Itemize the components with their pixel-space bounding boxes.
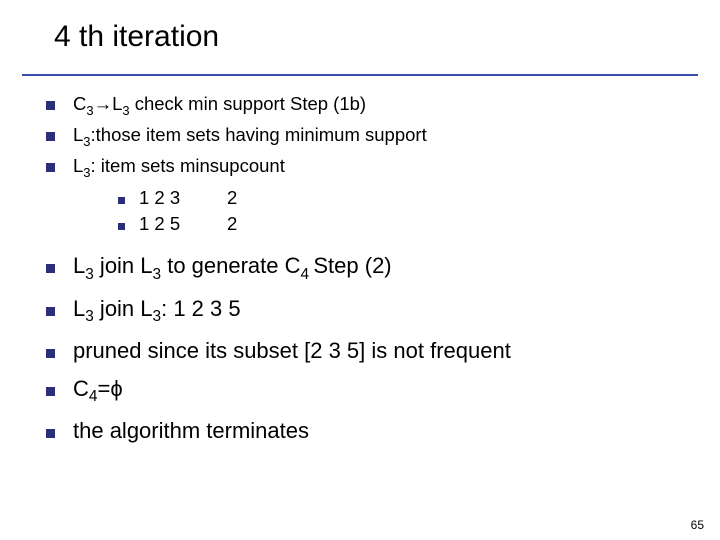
- list-item: 1 2 52: [118, 212, 686, 237]
- sub: 4: [301, 266, 314, 283]
- text-line: C4=ϕ: [73, 374, 123, 408]
- square-bullet-icon: [46, 101, 55, 110]
- sub: 3: [83, 165, 90, 180]
- text-line: L3: item sets minsupcount: [73, 154, 285, 181]
- itemset-cell: 1 2 3: [139, 186, 227, 211]
- slide: 4 th iteration C3→L3 check min support S…: [0, 0, 720, 540]
- arrow-icon: →: [94, 93, 113, 114]
- text-line: L3:those item sets having minimum suppor…: [73, 123, 427, 150]
- t: L: [112, 93, 122, 114]
- t: =: [97, 376, 110, 401]
- t: L: [73, 253, 85, 278]
- list-item: L3:those item sets having minimum suppor…: [46, 123, 686, 150]
- t: to generate C: [161, 253, 300, 278]
- list-item: L3 join L3 to generate C4 Step (2): [46, 251, 686, 285]
- text-line: L3 join L3: 1 2 3 5: [73, 294, 241, 328]
- list-item: C3→L3 check min support Step (1b): [46, 92, 686, 119]
- t: join L: [94, 253, 153, 278]
- count-cell: 2: [227, 212, 237, 237]
- phi-icon: ϕ: [110, 376, 122, 401]
- slide-title: 4 th iteration: [54, 20, 219, 54]
- t: C: [73, 376, 89, 401]
- t: Step (2): [313, 253, 391, 278]
- text-line: pruned since its subset [2 3 5] is not f…: [73, 336, 511, 366]
- square-bullet-icon: [46, 307, 55, 316]
- square-bullet-icon: [46, 163, 55, 172]
- page-number: 65: [691, 518, 704, 532]
- sub: 3: [85, 266, 94, 283]
- text-line: 1 2 32: [139, 186, 237, 211]
- text-line: 1 2 52: [139, 212, 237, 237]
- block-1: C3→L3 check min support Step (1b) L3:tho…: [46, 92, 686, 237]
- t: L: [73, 296, 85, 321]
- t: :those item sets having minimum support: [91, 124, 427, 145]
- itemset-cell: 1 2 5: [139, 212, 227, 237]
- list-item: C4=ϕ: [46, 374, 686, 408]
- title-divider: [22, 74, 698, 76]
- t: L: [73, 155, 83, 176]
- sub: 3: [83, 134, 90, 149]
- text-line: the algorithm terminates: [73, 416, 309, 446]
- list-item: the algorithm terminates: [46, 416, 686, 446]
- slide-body: C3→L3 check min support Step (1b) L3:tho…: [46, 92, 686, 453]
- sub: 3: [86, 103, 93, 118]
- count-cell: 2: [227, 186, 237, 211]
- list-item: 1 2 32: [118, 186, 686, 211]
- list-item: L3: item sets minsupcount: [46, 154, 686, 181]
- nested-list: 1 2 32 1 2 52: [118, 186, 686, 238]
- t: L: [73, 124, 83, 145]
- square-bullet-icon: [46, 387, 55, 396]
- list-item: L3 join L3: 1 2 3 5: [46, 294, 686, 328]
- text-line: L3 join L3 to generate C4 Step (2): [73, 251, 392, 285]
- list-item: pruned since its subset [2 3 5] is not f…: [46, 336, 686, 366]
- t: C: [73, 93, 86, 114]
- sub: 4: [89, 388, 98, 405]
- sub: 3: [122, 103, 129, 118]
- t: : 1 2 3 5: [161, 296, 241, 321]
- square-bullet-icon: [118, 197, 125, 204]
- square-bullet-icon: [46, 264, 55, 273]
- sub: 3: [153, 266, 162, 283]
- sub: 3: [85, 308, 94, 325]
- spacer: [46, 239, 686, 251]
- square-bullet-icon: [46, 132, 55, 141]
- square-bullet-icon: [118, 223, 125, 230]
- sub: 3: [153, 308, 162, 325]
- t: : item sets minsupcount: [91, 155, 285, 176]
- block-2: L3 join L3 to generate C4 Step (2) L3 jo…: [46, 251, 686, 445]
- square-bullet-icon: [46, 349, 55, 358]
- t: check min support Step (1b): [130, 93, 367, 114]
- square-bullet-icon: [46, 429, 55, 438]
- t: join L: [94, 296, 153, 321]
- text-line: C3→L3 check min support Step (1b): [73, 92, 366, 119]
